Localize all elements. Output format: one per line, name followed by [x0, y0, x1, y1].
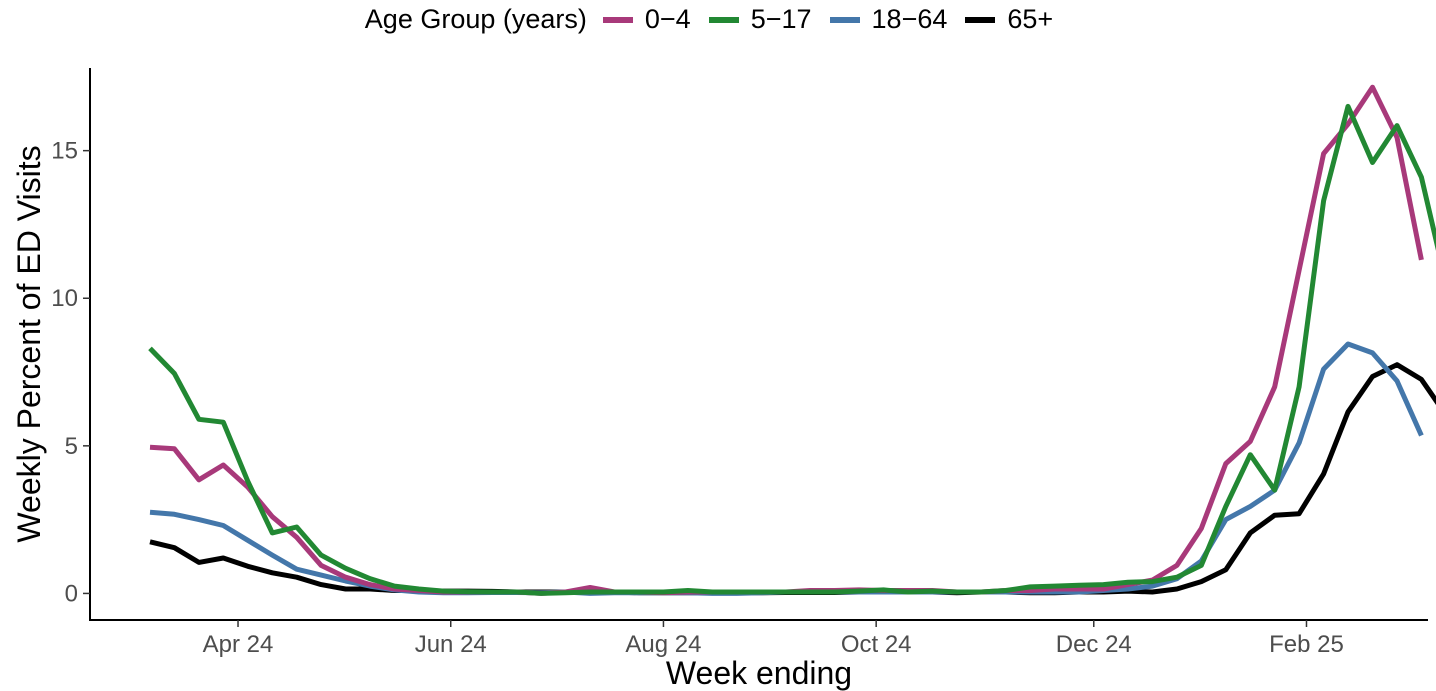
- legend-item-65plus: 65+: [965, 4, 1053, 35]
- legend-label-0-4: 0−4: [644, 4, 691, 34]
- legend-swatch-5-17: [708, 16, 739, 23]
- series-line-5-17: [148, 103, 1436, 596]
- legend-swatch-0-4: [602, 16, 633, 23]
- legend-swatch-65plus: [965, 16, 996, 23]
- x-tick-label: Apr 24: [203, 631, 274, 658]
- x-axis-title: Week ending: [666, 655, 852, 691]
- x-tick-label: Aug 24: [625, 631, 701, 658]
- legend-label-5-17: 5−17: [750, 4, 812, 34]
- legend-item-0-4: 0−4: [602, 4, 691, 35]
- series-line-65plus: [149, 362, 1436, 596]
- legend-label-65plus: 65+: [1007, 4, 1054, 34]
- x-tick-label: Feb 25: [1269, 631, 1344, 658]
- y-tick-label: 5: [65, 433, 78, 460]
- legend-item-18-64: 18−64: [829, 4, 948, 35]
- y-tick-label: 15: [51, 138, 78, 165]
- y-tick-label: 0: [65, 580, 78, 607]
- legend-title: Age Group (years): [364, 4, 587, 34]
- y-tick-label: 10: [51, 285, 78, 312]
- legend-swatch-18-64: [829, 16, 860, 23]
- legend-label-18-64: 18−64: [871, 4, 948, 34]
- series-line-18-64: [149, 341, 1424, 596]
- x-tick-label: Jun 24: [415, 631, 487, 658]
- legend: Age Group (years) 0−4 5−17 18−64 65+: [0, 4, 1436, 35]
- legend-item-5-17: 5−17: [708, 4, 812, 35]
- y-axis-title: Weekly Percent of ED Visits: [11, 145, 47, 542]
- x-tick-label: Dec 24: [1056, 631, 1132, 658]
- x-tick-label: Oct 24: [841, 631, 912, 658]
